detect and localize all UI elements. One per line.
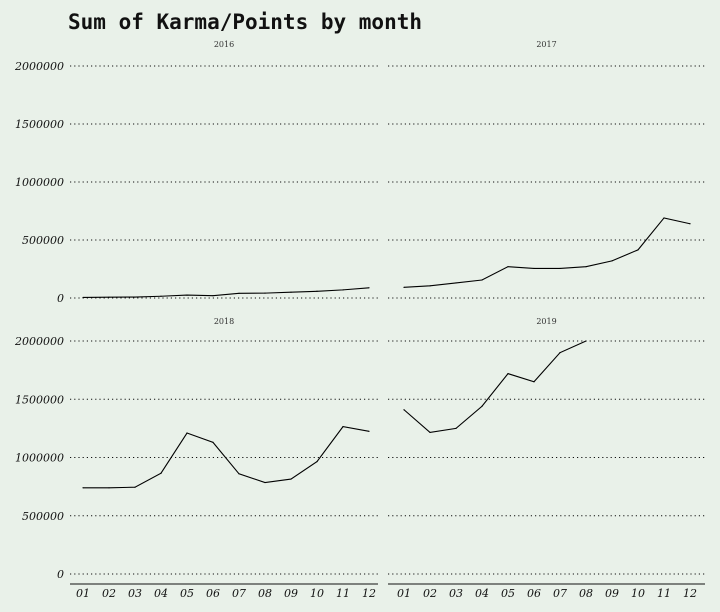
x-tick-label: 11	[336, 587, 350, 600]
data-point	[403, 286, 405, 288]
data-point	[264, 481, 266, 484]
data-point	[689, 223, 691, 225]
facet-label: 2018	[214, 317, 234, 326]
data-point	[212, 295, 214, 297]
data-point	[342, 426, 344, 428]
y-tick-label: 1000000	[15, 452, 64, 465]
y-tick-label: 2000000	[14, 335, 64, 348]
series-line	[403, 217, 691, 288]
data-point	[429, 431, 431, 434]
data-point	[455, 282, 457, 284]
data-point	[559, 352, 561, 354]
x-tick-label: 08	[579, 587, 593, 600]
y-tick-label: 2000000	[14, 60, 64, 73]
data-point	[481, 279, 483, 281]
data-point	[238, 292, 240, 294]
x-tick-label: 06	[206, 587, 220, 600]
data-point	[186, 432, 188, 434]
x-tick-label: 09	[605, 587, 619, 600]
x-tick-label: 01	[397, 587, 411, 600]
x-tick-label: 03	[128, 587, 142, 600]
data-point	[108, 296, 110, 298]
data-point	[368, 287, 370, 289]
data-point	[368, 430, 370, 432]
x-tick-label: 02	[102, 587, 116, 600]
data-point	[403, 409, 405, 411]
data-point	[160, 472, 162, 474]
x-tick-label: 10	[631, 587, 645, 600]
data-point	[108, 487, 110, 489]
data-point	[316, 460, 318, 463]
x-tick-label: 12	[362, 587, 376, 600]
x-tick-label: 05	[501, 587, 515, 600]
y-tick-label: 1000000	[15, 176, 64, 189]
x-tick-label: 07	[232, 587, 246, 600]
y-tick-label: 1500000	[15, 118, 64, 131]
y-tick-label: 500000	[22, 234, 64, 247]
chart-title: Sum of Karma/Points by month	[68, 10, 422, 34]
x-tick-label: 02	[423, 587, 437, 600]
data-point	[585, 340, 587, 342]
data-point	[429, 285, 431, 287]
data-point	[238, 473, 240, 475]
data-point	[663, 217, 665, 219]
data-point	[186, 294, 188, 296]
y-tick-label: 1500000	[15, 393, 64, 406]
facet-label: 2016	[214, 40, 234, 49]
data-point	[342, 289, 344, 291]
facet-panel: 2017	[388, 40, 705, 299]
series-line	[83, 426, 370, 489]
data-point	[455, 427, 457, 429]
x-tick-label: 08	[258, 587, 272, 600]
data-point	[264, 292, 266, 294]
x-tick-label: 06	[527, 587, 541, 600]
facet-panel: 0 500000 1000000 1500000 2000000 2018 01 02 03 04…	[14, 317, 378, 600]
x-tick-label: 07	[553, 587, 567, 600]
x-tick-label: 04	[154, 587, 168, 600]
data-point	[481, 405, 483, 407]
x-tick-label: 11	[657, 587, 671, 600]
x-tick-label: 09	[284, 587, 298, 600]
data-point	[533, 381, 535, 383]
y-tick-label: 0	[57, 568, 64, 581]
data-point	[585, 266, 587, 268]
data-point	[212, 441, 214, 443]
data-point	[290, 291, 292, 293]
facet-label: 2019	[536, 317, 556, 326]
data-point	[82, 296, 84, 299]
data-point	[134, 486, 136, 488]
facet-label: 2017	[536, 40, 556, 49]
x-tick-label: 12	[683, 587, 697, 600]
y-tick-label: 500000	[22, 510, 64, 523]
data-point	[160, 295, 162, 297]
data-point	[507, 373, 509, 375]
facet-panel: 0 500000 1000000 1500000 2000000 2016	[14, 40, 378, 305]
y-tick-label: 0	[57, 292, 64, 305]
data-point	[559, 267, 561, 270]
x-tick-label: 10	[310, 587, 324, 600]
series-line	[82, 287, 370, 298]
data-point	[82, 487, 84, 489]
data-point	[290, 478, 292, 480]
data-point	[533, 267, 535, 270]
data-point	[637, 249, 639, 251]
x-tick-label: 03	[449, 587, 463, 600]
data-point	[134, 296, 136, 298]
data-point	[611, 260, 613, 262]
x-tick-label: 05	[180, 587, 194, 600]
x-tick-label: 01	[76, 587, 90, 600]
data-point	[507, 266, 509, 268]
facet-panel: 2019 01 02 03 04 05 06 07 08 09 10 11 12	[388, 317, 705, 600]
data-point	[316, 290, 318, 292]
series-line	[403, 340, 587, 434]
x-tick-label: 04	[475, 587, 489, 600]
